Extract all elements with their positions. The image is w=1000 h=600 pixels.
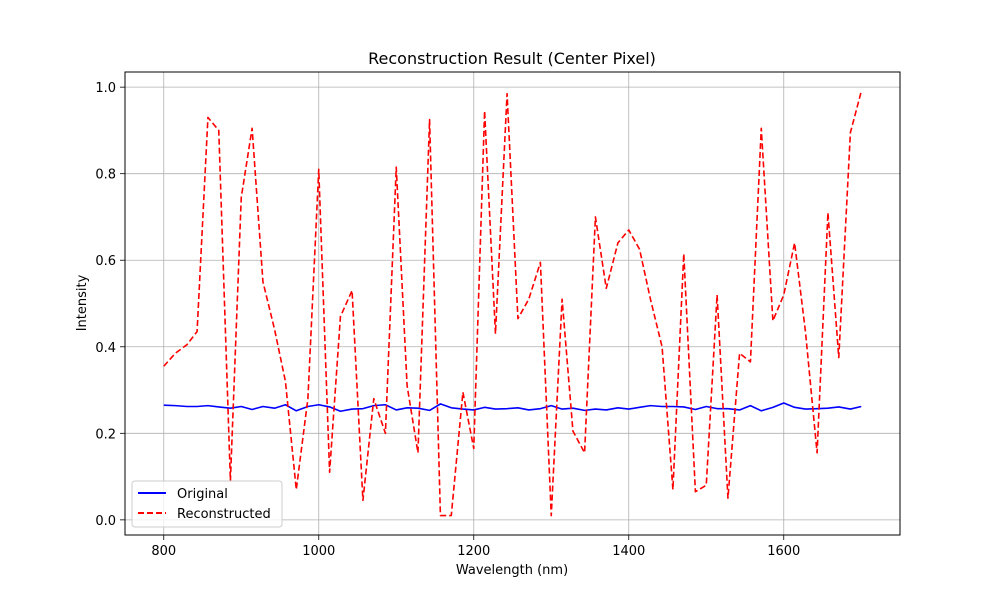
chart-title: Reconstruction Result (Center Pixel)	[368, 49, 656, 68]
legend-box	[131, 480, 283, 528]
y-tick-label: 0.6	[95, 254, 116, 269]
x-tick-label: 1000	[302, 544, 335, 559]
series-line-reconstructed	[163, 91, 863, 517]
y-tick-label: 0.4	[95, 341, 116, 356]
x-axis-label: Wavelength (nm)	[456, 563, 568, 578]
series-layer	[163, 91, 863, 517]
y-axis-label: Intensity	[75, 274, 90, 331]
x-tick-label: 1400	[612, 544, 645, 559]
series-line-original	[163, 402, 862, 413]
y-tick-label: 0.2	[95, 427, 116, 442]
x-tick-label: 1200	[457, 544, 490, 559]
x-tick-label: 800	[151, 544, 176, 559]
grid-layer	[125, 72, 900, 535]
plot-frame	[124, 71, 901, 536]
legend: Original Reconstructed	[131, 480, 283, 528]
tick-layer: 800 1000 1200 1400 1600 0.0 0.2 0.4 0.6 0.8 1.0	[95, 81, 800, 559]
legend-label-reconstructed: Reconstructed	[177, 507, 271, 522]
y-tick-label: 0.0	[95, 514, 116, 529]
legend-label-original: Original	[177, 487, 228, 502]
y-tick-label: 0.8	[95, 168, 116, 183]
y-tick-label: 1.0	[95, 81, 116, 96]
x-tick-label: 1600	[767, 544, 800, 559]
